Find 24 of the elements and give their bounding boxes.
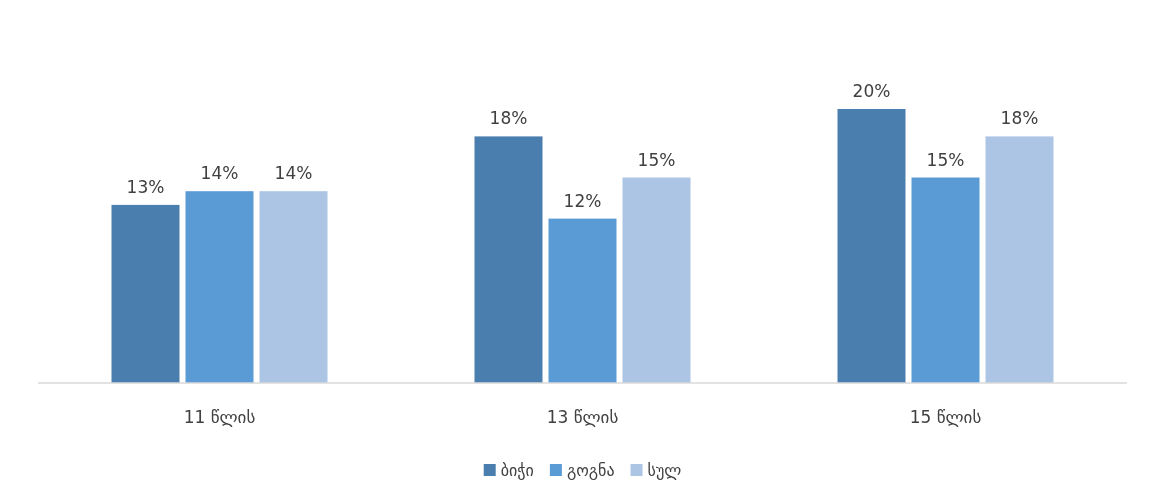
bar [185, 191, 254, 383]
data-label: 13% [126, 176, 165, 197]
data-label: 15% [926, 149, 965, 170]
bar [548, 218, 617, 383]
x-tick-label: 11 წლის [183, 407, 256, 427]
bar [474, 136, 543, 383]
bar [837, 109, 906, 383]
x-tick-label: 13 წლის [546, 407, 619, 427]
bar [911, 177, 980, 383]
data-label: 18% [489, 108, 528, 129]
bar [111, 204, 180, 383]
data-label: 14% [200, 163, 239, 184]
legend-label: ბიჭი [500, 461, 534, 480]
legend-label: გოგნა [566, 461, 615, 480]
data-label: 12% [563, 190, 602, 211]
data-label: 18% [1000, 108, 1039, 129]
x-tick-label: 15 წლის [909, 407, 982, 427]
data-label: 20% [852, 81, 891, 101]
bar [622, 177, 691, 383]
data-label: 14% [274, 163, 313, 184]
legend-label: სულ [647, 461, 682, 480]
data-label: 15% [637, 149, 676, 170]
bar [259, 191, 328, 383]
bar [985, 136, 1054, 383]
